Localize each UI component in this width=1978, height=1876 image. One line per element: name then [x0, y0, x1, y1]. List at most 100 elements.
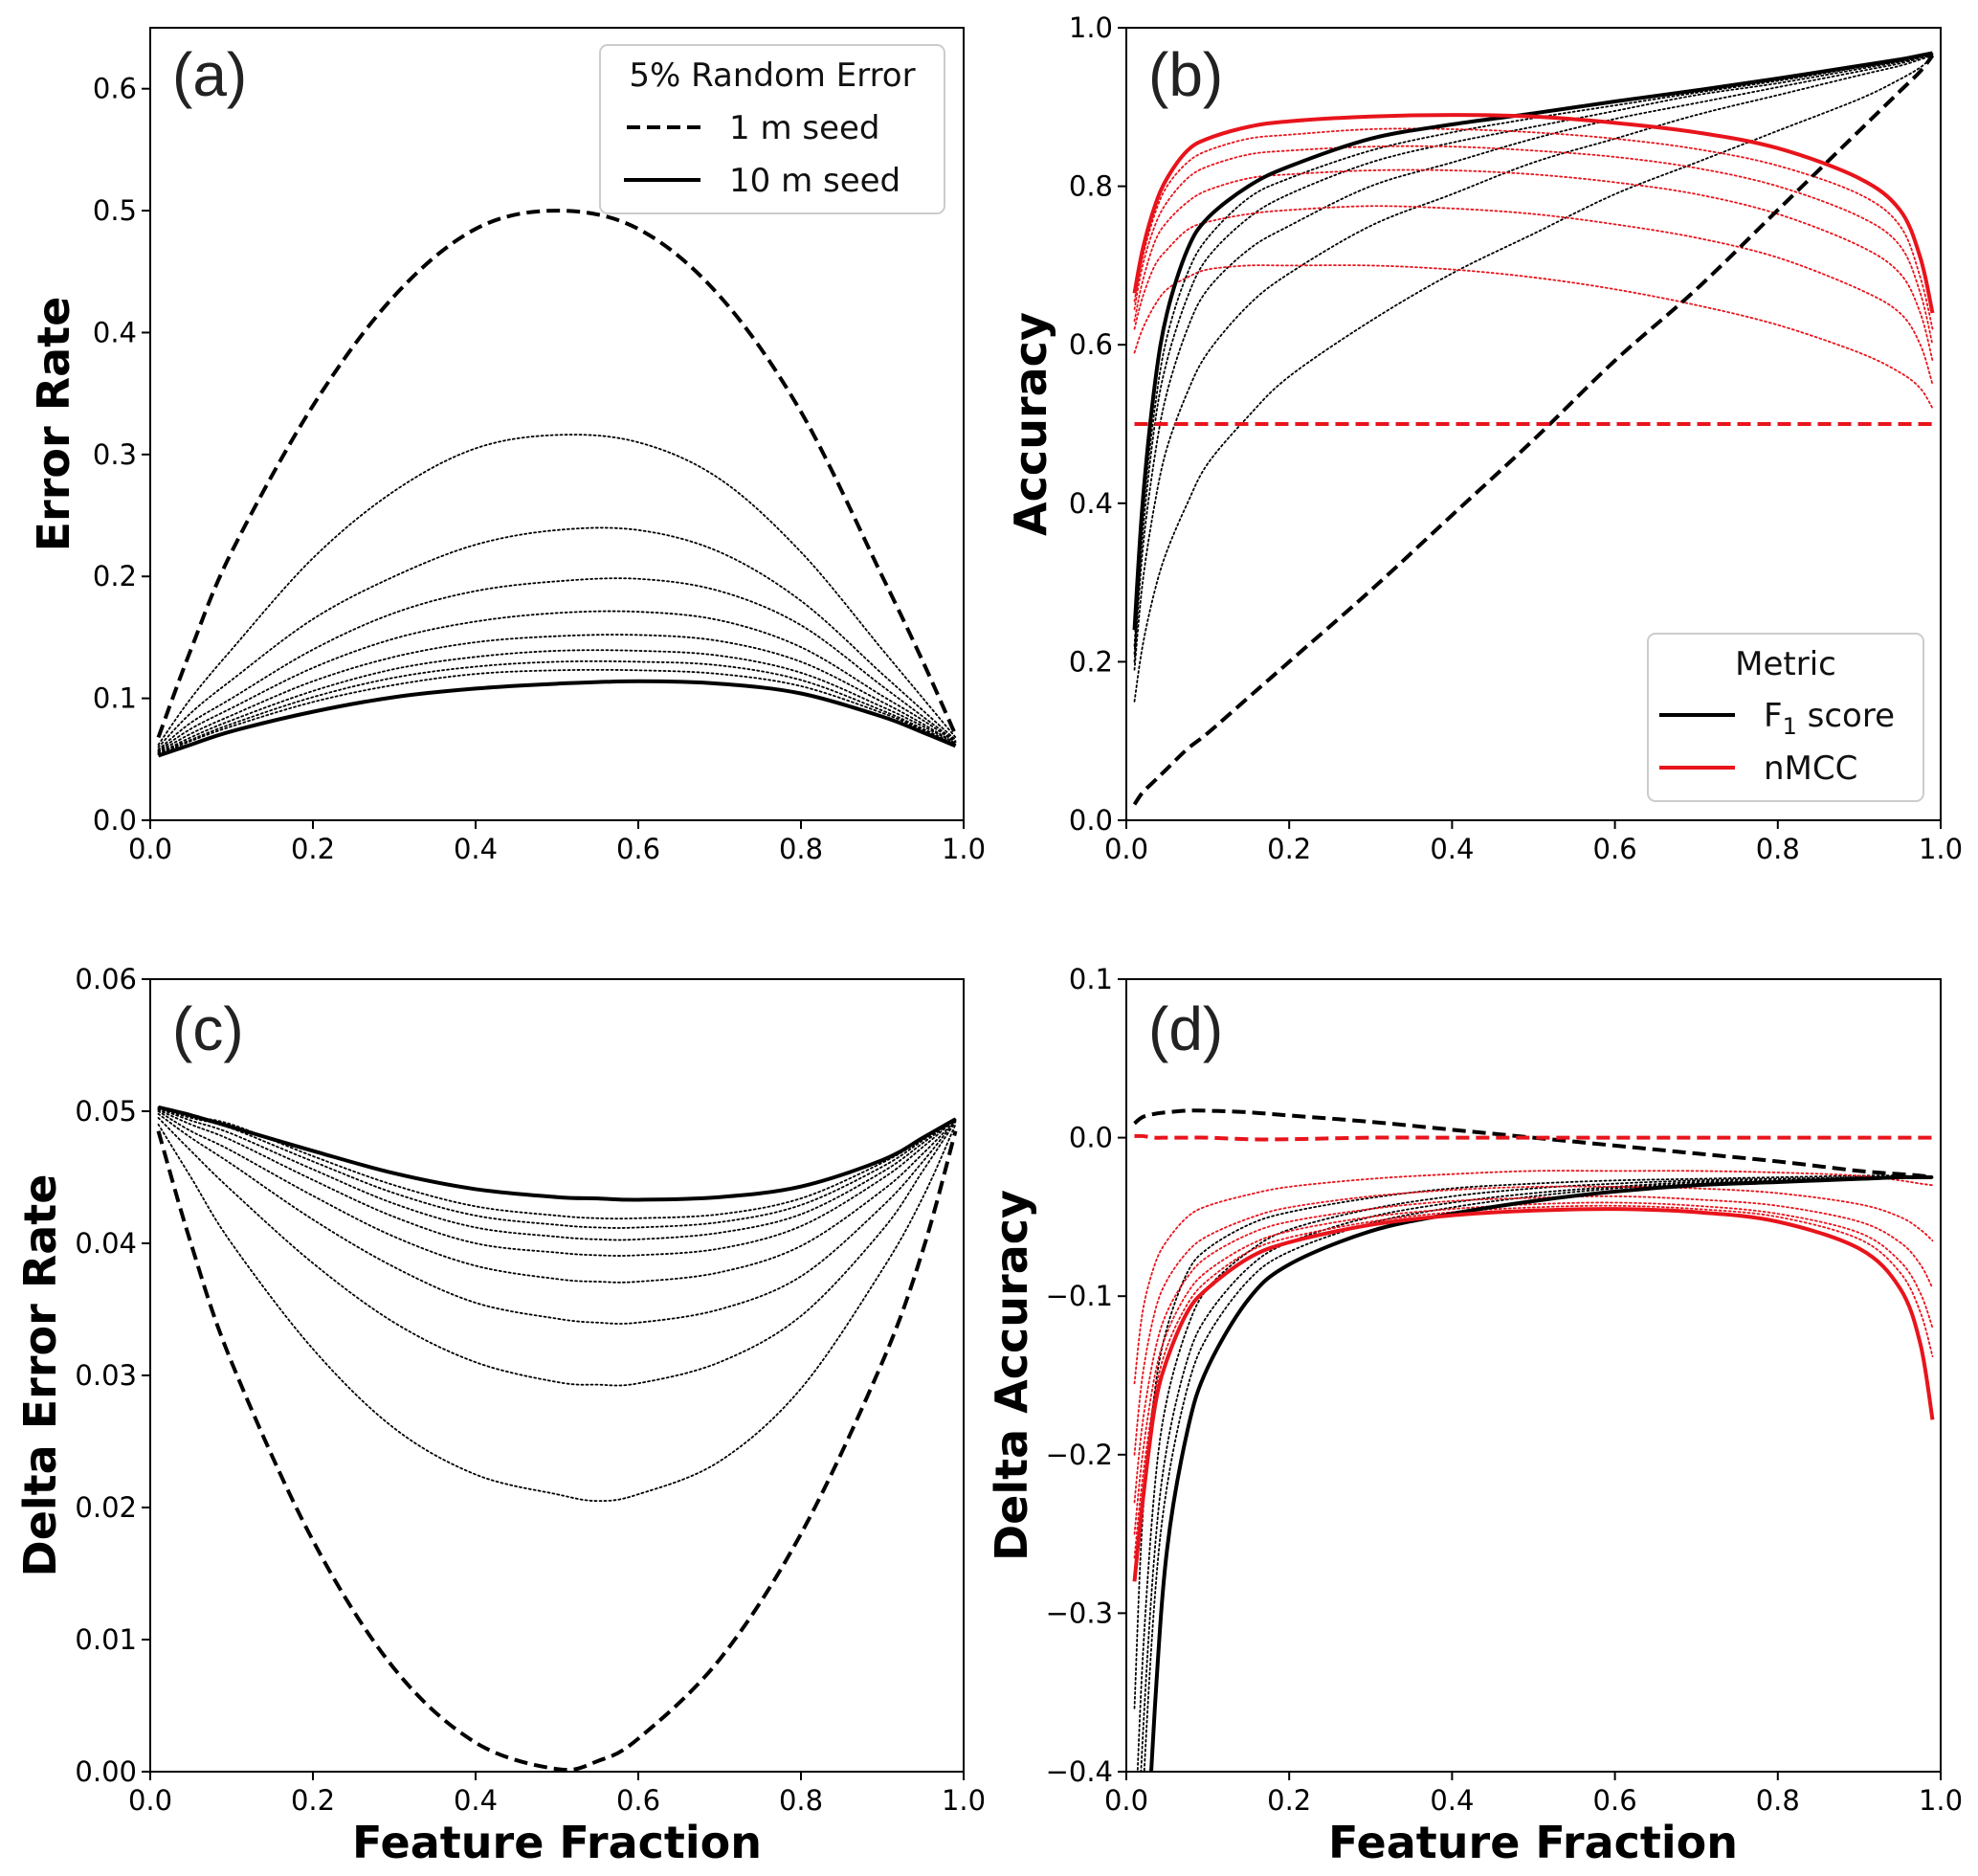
ytick-label: 0.05: [75, 1095, 137, 1128]
series-line-d-nmcc-10-m-seed: [1132, 1207, 1935, 1582]
series-line-a-10-m-seed: [157, 679, 957, 758]
ytick-label: 0.06: [75, 963, 137, 995]
series-line-d-nmcc-intermediate-3: [1133, 1195, 1934, 1504]
ytick-label: 0.02: [75, 1491, 137, 1524]
xtick-label: 1.0: [942, 833, 986, 865]
panel-c-ylabel: Delta Error Rate: [14, 1174, 66, 1577]
series-line-b-f1-score-intermediate-2: [1133, 55, 1934, 671]
panel-c: 0.0 0.2 0.4 0.6 0.8 1.0 0.000.010.020.030.040…: [14, 963, 986, 1868]
xtick-label: 0.8: [1756, 1784, 1800, 1817]
panel-d-ylabel: Delta Accuracy: [986, 1190, 1037, 1561]
series-line-c-intermediate-seed-1: [157, 1123, 957, 1503]
xtick-label: 0.2: [291, 1784, 335, 1817]
series-line-c-intermediate-seed-6: [157, 1107, 957, 1241]
panel-d-series: [1132, 1108, 1935, 1772]
legend-b-entry-1-subscript: 1: [1783, 713, 1797, 740]
xtick-label: 1.0: [1919, 1784, 1963, 1817]
series-line-b-nmcc-intermediate-3: [1133, 168, 1934, 362]
panel-c-frame: [149, 978, 965, 1773]
legend-b-entry-1-suffix: score: [1797, 697, 1895, 735]
xtick-label: 0.8: [779, 1784, 823, 1817]
series-line-b-nmcc-intermediate-5: [1133, 127, 1934, 330]
xtick-label: 0.4: [1430, 1784, 1474, 1817]
ytick-label: 0.3: [93, 438, 137, 471]
panel-b-label: (b): [1148, 40, 1223, 109]
series-line-b-nmcc-10-m-seed: [1132, 113, 1935, 314]
series-line-b-nmcc-intermediate-4: [1133, 145, 1934, 346]
ytick-label: 0.6: [1069, 328, 1113, 361]
ytick-label: −0.1: [1046, 1280, 1113, 1312]
ytick-label: 1.0: [1069, 11, 1113, 44]
xtick-label: 0.2: [1267, 833, 1311, 865]
panel-d-label: (d): [1148, 994, 1223, 1063]
xtick-label: 0.4: [454, 1784, 498, 1817]
ytick-label: −0.4: [1046, 1755, 1113, 1788]
ytick-label: 0.0: [1069, 1122, 1113, 1154]
panel-a: 0.0 0.2 0.4 0.6 0.8 1.0 0.0 0.1 0.2 0.3 0.4 0.5 0.6…: [28, 27, 986, 865]
panel-d-yticks: −0.4 −0.3 −0.2 −0.1 0.0 0.1: [1046, 963, 1126, 1788]
legend-a-entry-2: 10 m seed: [729, 162, 900, 200]
series-line-b-f1-score-1-m-seed: [1132, 54, 1935, 806]
ytick-label: 0.1: [1069, 963, 1113, 995]
panel-d: 0.0 0.2 0.4 0.6 0.8 1.0 −0.4 −0.3 −0.2 −0.1 0.0 0.…: [986, 963, 1963, 1868]
series-line-b-nmcc-intermediate-2: [1133, 205, 1934, 386]
panel-c-label: (c): [172, 994, 244, 1063]
legend-b-entry-2: nMCC: [1764, 749, 1857, 788]
series-line-d-nmcc-intermediate-2: [1133, 1185, 1934, 1456]
series-line-a-intermediate-seed-2: [157, 526, 957, 748]
series-line-b-nmcc-intermediate-1: [1133, 264, 1934, 410]
legend-b: Metric F1 score nMCC: [1647, 633, 1924, 802]
legend-a-entry-1: 1 m seed: [729, 109, 880, 147]
series-line-a-intermediate-seed-6: [157, 649, 957, 754]
xtick-label: 1.0: [1919, 833, 1963, 865]
series-line-a-intermediate-seed-7: [157, 659, 957, 754]
series-line-c-intermediate-seed-7: [157, 1107, 957, 1229]
series-line-c-1-m-seed: [156, 1130, 958, 1772]
ytick-label: 0.2: [1069, 645, 1113, 678]
series-line-b-f1-score-intermediate-5: [1133, 53, 1934, 647]
series-line-d-f1-score-intermediate-2: [1136, 1175, 1934, 1772]
legend-b-entry-1-main: F: [1764, 697, 1783, 735]
ytick-label: 0.6: [93, 73, 137, 105]
series-line-d-f1-score-1-m-seed: [1133, 1108, 1933, 1179]
series-line-b-f1-score-intermediate-4: [1133, 53, 1934, 656]
xtick-label: 0.6: [1593, 1784, 1637, 1817]
xtick-label: 0.0: [128, 833, 172, 865]
panel-b-yticks: 0.0 0.2 0.4 0.6 0.8 1.0: [1069, 11, 1126, 837]
panel-c-series: [156, 1105, 958, 1772]
xtick-label: 0.0: [128, 1784, 172, 1817]
series-line-d-f1-score-10-m-seed: [1148, 1174, 1933, 1772]
xtick-label: 0.0: [1104, 833, 1148, 865]
ytick-label: −0.2: [1046, 1439, 1113, 1471]
ytick-label: 0.8: [1069, 170, 1113, 203]
series-line-c-10-m-seed: [158, 1105, 957, 1202]
panel-c-xlabel: Feature Fraction: [352, 1817, 762, 1868]
panel-d-xlabel: Feature Fraction: [1328, 1817, 1738, 1868]
panel-c-xticks: 0.0 0.2 0.4 0.6 0.8 1.0: [128, 1772, 986, 1817]
xtick-label: 0.2: [291, 833, 335, 865]
series-line-b-f1-score-10-m-seed: [1132, 51, 1933, 631]
series-line-c-intermediate-seed-4: [157, 1110, 957, 1284]
ytick-label: 0.2: [93, 560, 137, 592]
xtick-label: 0.6: [1593, 833, 1637, 865]
legend-a: 5% Random Error 1 m seed 10 m seed: [599, 44, 945, 214]
ytick-label: 0.0: [93, 804, 137, 837]
series-line-a-intermediate-seed-3: [157, 577, 957, 751]
series-line-c-intermediate-seed-3: [157, 1112, 957, 1325]
series-line-d-nmcc-intermediate-4: [1133, 1201, 1934, 1535]
xtick-label: 0.6: [616, 833, 660, 865]
ytick-label: −0.3: [1046, 1597, 1113, 1629]
series-line-a-intermediate-seed-5: [157, 634, 957, 753]
series-line-c-intermediate-seed-2: [157, 1117, 957, 1387]
xtick-label: 0.2: [1267, 1784, 1311, 1817]
ytick-label: 0.0: [1069, 804, 1113, 837]
series-line-d-nmcc-intermediate-1: [1133, 1170, 1934, 1385]
xtick-label: 0.4: [454, 833, 498, 865]
xtick-label: 0.4: [1430, 833, 1474, 865]
legend-b-frame: [1647, 633, 1924, 802]
xtick-label: 0.0: [1104, 1784, 1148, 1817]
legend-b-entry-1: F1 score: [1764, 697, 1895, 740]
series-line-a-1-m-seed: [156, 209, 958, 739]
panel-b-series: [1132, 51, 1935, 806]
